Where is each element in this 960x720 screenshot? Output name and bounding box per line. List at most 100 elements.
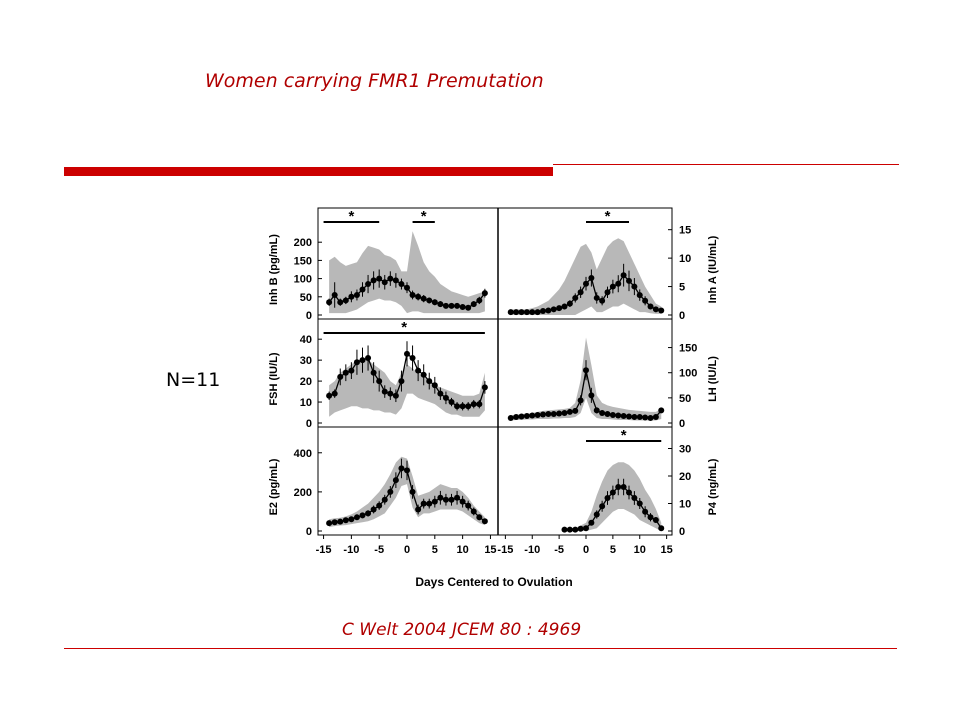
data-point xyxy=(426,297,433,304)
panel-inhB: 0 50 100 150 200 Inh B (pg/mL) * * xyxy=(268,208,488,322)
y-tick-label: 5 xyxy=(679,282,685,294)
y-axis-label: P4 (ng/mL) xyxy=(707,458,719,515)
data-point xyxy=(437,301,444,308)
data-point xyxy=(593,511,600,518)
data-point xyxy=(420,371,427,378)
data-point xyxy=(636,413,643,420)
slide-title: Women carrying FMR1 Premutation xyxy=(205,70,544,92)
y-axis-label: Inh A (IU/mL) xyxy=(707,235,719,303)
y-tick-label: 0 xyxy=(679,526,685,538)
data-point xyxy=(545,410,552,417)
data-point xyxy=(442,496,449,503)
data-point xyxy=(470,301,477,308)
sample-size-label: N=11 xyxy=(166,369,221,391)
panel-fsh: 0 10 20 30 40 FSH (IU/L) * xyxy=(268,319,488,430)
data-point xyxy=(348,367,355,374)
y-tick-label: 0 xyxy=(306,526,312,538)
data-point xyxy=(529,309,536,316)
data-point xyxy=(404,467,410,474)
data-point xyxy=(513,413,520,420)
data-point xyxy=(588,392,595,399)
data-point xyxy=(604,410,611,417)
x-tick-label: 15 xyxy=(484,544,496,556)
data-point xyxy=(365,355,372,362)
y-tick-label: 10 xyxy=(679,253,691,265)
y-tick-label: 50 xyxy=(679,393,691,405)
data-point xyxy=(392,277,399,284)
data-point xyxy=(381,388,388,395)
data-point xyxy=(459,498,466,505)
data-point xyxy=(583,280,589,287)
x-tick-label: -5 xyxy=(554,544,564,556)
data-point xyxy=(426,378,433,385)
data-point xyxy=(415,367,422,374)
y-tick-label: 15 xyxy=(679,225,691,237)
data-point xyxy=(387,390,394,397)
data-point xyxy=(572,526,579,533)
data-point xyxy=(577,397,584,404)
data-point xyxy=(507,414,514,421)
normal-range-band xyxy=(329,456,485,528)
data-point xyxy=(620,272,627,279)
data-point xyxy=(370,506,377,513)
data-point xyxy=(561,303,568,310)
data-point xyxy=(540,411,546,418)
data-point xyxy=(326,299,333,306)
data-point xyxy=(545,307,552,314)
data-point xyxy=(583,367,589,374)
data-point xyxy=(470,508,477,515)
x-tick-label: -15 xyxy=(497,544,513,556)
data-point xyxy=(415,293,422,300)
data-point xyxy=(583,525,589,532)
data-point xyxy=(409,355,416,362)
data-point xyxy=(470,401,477,408)
data-point xyxy=(609,411,616,418)
y-tick-label: 150 xyxy=(679,343,697,355)
data-point xyxy=(415,506,422,513)
x-tick-label: 10 xyxy=(457,544,469,556)
data-point xyxy=(420,500,427,507)
data-point xyxy=(342,297,349,304)
y-tick-label: 20 xyxy=(300,376,312,388)
y-tick-label: 200 xyxy=(294,487,312,499)
data-point xyxy=(370,369,377,376)
data-point xyxy=(652,413,659,420)
data-point xyxy=(647,514,654,521)
y-tick-label: 0 xyxy=(679,310,685,322)
data-point xyxy=(631,495,638,501)
x-tick-label: 10 xyxy=(634,544,646,556)
data-point xyxy=(647,303,654,310)
x-axis-label: Days Centered to Ovulation xyxy=(415,575,572,589)
data-point xyxy=(561,409,568,416)
data-point xyxy=(534,309,541,316)
data-point xyxy=(481,384,488,391)
data-point xyxy=(331,390,338,397)
data-point xyxy=(381,279,388,286)
data-point xyxy=(431,498,438,505)
data-point xyxy=(409,291,416,298)
data-point xyxy=(540,308,546,315)
y-tick-label: 10 xyxy=(300,397,312,409)
y-axis-label: Inh B (pg/mL) xyxy=(268,234,280,305)
data-point xyxy=(626,277,632,284)
data-point xyxy=(331,291,338,298)
data-point xyxy=(593,407,600,414)
data-point xyxy=(442,394,449,401)
data-point xyxy=(631,413,638,420)
data-point xyxy=(572,407,579,414)
y-axis-label: FSH (IU/L) xyxy=(268,352,280,405)
data-point xyxy=(476,514,483,521)
data-point xyxy=(353,291,360,298)
data-point xyxy=(507,309,514,316)
data-point xyxy=(337,518,344,525)
data-point xyxy=(431,299,438,306)
data-point xyxy=(550,410,557,417)
data-point xyxy=(658,525,665,532)
data-point xyxy=(636,292,643,299)
data-point xyxy=(561,526,568,533)
data-point xyxy=(370,277,377,284)
data-point xyxy=(642,508,649,515)
data-point xyxy=(615,484,622,490)
data-point xyxy=(658,407,665,414)
data-point xyxy=(342,517,349,524)
